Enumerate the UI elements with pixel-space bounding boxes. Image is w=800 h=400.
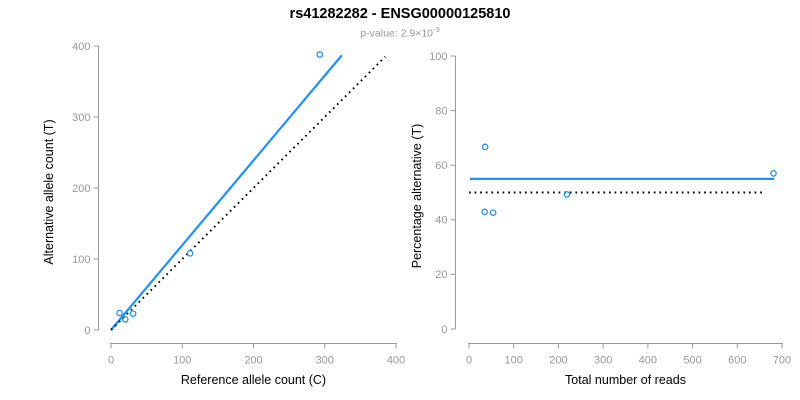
regression-line bbox=[110, 54, 343, 331]
subtitle-pvalue: 2.9×10 bbox=[400, 27, 434, 40]
data-point bbox=[121, 315, 129, 323]
data-point bbox=[316, 51, 324, 58]
x-tick-label: 400 bbox=[639, 355, 657, 367]
x-tick-label: 200 bbox=[244, 355, 262, 367]
y-tick-label: 200 bbox=[72, 183, 90, 195]
x-tick-label: 200 bbox=[549, 355, 567, 367]
x-tick-label: 100 bbox=[505, 355, 523, 367]
x-tick-label: 300 bbox=[594, 355, 612, 367]
identity-line bbox=[110, 55, 386, 331]
x-tick-label: 500 bbox=[683, 355, 701, 367]
x-tick-label: 0 bbox=[108, 355, 114, 367]
data-point bbox=[481, 143, 489, 151]
subtitle-prefix: p-value: bbox=[360, 27, 401, 40]
y-axis-title: Alternative allele count (T) bbox=[42, 119, 56, 264]
y-tick-label: 0 bbox=[84, 325, 90, 337]
y-tick-label: 100 bbox=[72, 254, 90, 266]
x-tick-label: 700 bbox=[773, 355, 791, 367]
subtitle-exponent: -3 bbox=[433, 25, 440, 34]
y-tick-label: 20 bbox=[435, 269, 447, 281]
y-tick-label: 100 bbox=[429, 51, 447, 63]
plot-subtitle: p-value: 2.9×10-3 bbox=[0, 25, 800, 40]
y-tick-label: 400 bbox=[72, 41, 90, 53]
data-point bbox=[116, 309, 123, 317]
data-point bbox=[489, 209, 497, 217]
x-tick-label: 600 bbox=[728, 355, 746, 367]
x-tick-label: 100 bbox=[173, 355, 191, 367]
x-axis-title: Reference allele count (C) bbox=[181, 373, 326, 387]
y-tick-label: 80 bbox=[435, 105, 447, 117]
x-tick-label: 300 bbox=[316, 355, 334, 367]
x-tick-label: 0 bbox=[466, 355, 472, 367]
data-point bbox=[186, 249, 194, 257]
data-point bbox=[770, 170, 777, 177]
data-point bbox=[481, 208, 488, 216]
y-tick-label: 0 bbox=[441, 324, 447, 336]
y-tick-label: 40 bbox=[435, 215, 447, 227]
y-axis-title: Percentage alternative (T) bbox=[410, 124, 424, 269]
x-tick-label: 400 bbox=[387, 355, 405, 367]
y-tick-label: 300 bbox=[72, 112, 90, 124]
data-point bbox=[563, 191, 571, 198]
y-tick-label: 60 bbox=[435, 160, 447, 172]
data-point bbox=[129, 310, 137, 318]
x-axis-title: Total number of reads bbox=[565, 373, 686, 387]
plot-title: rs41282282 - ENSG00000125810 bbox=[289, 6, 511, 22]
